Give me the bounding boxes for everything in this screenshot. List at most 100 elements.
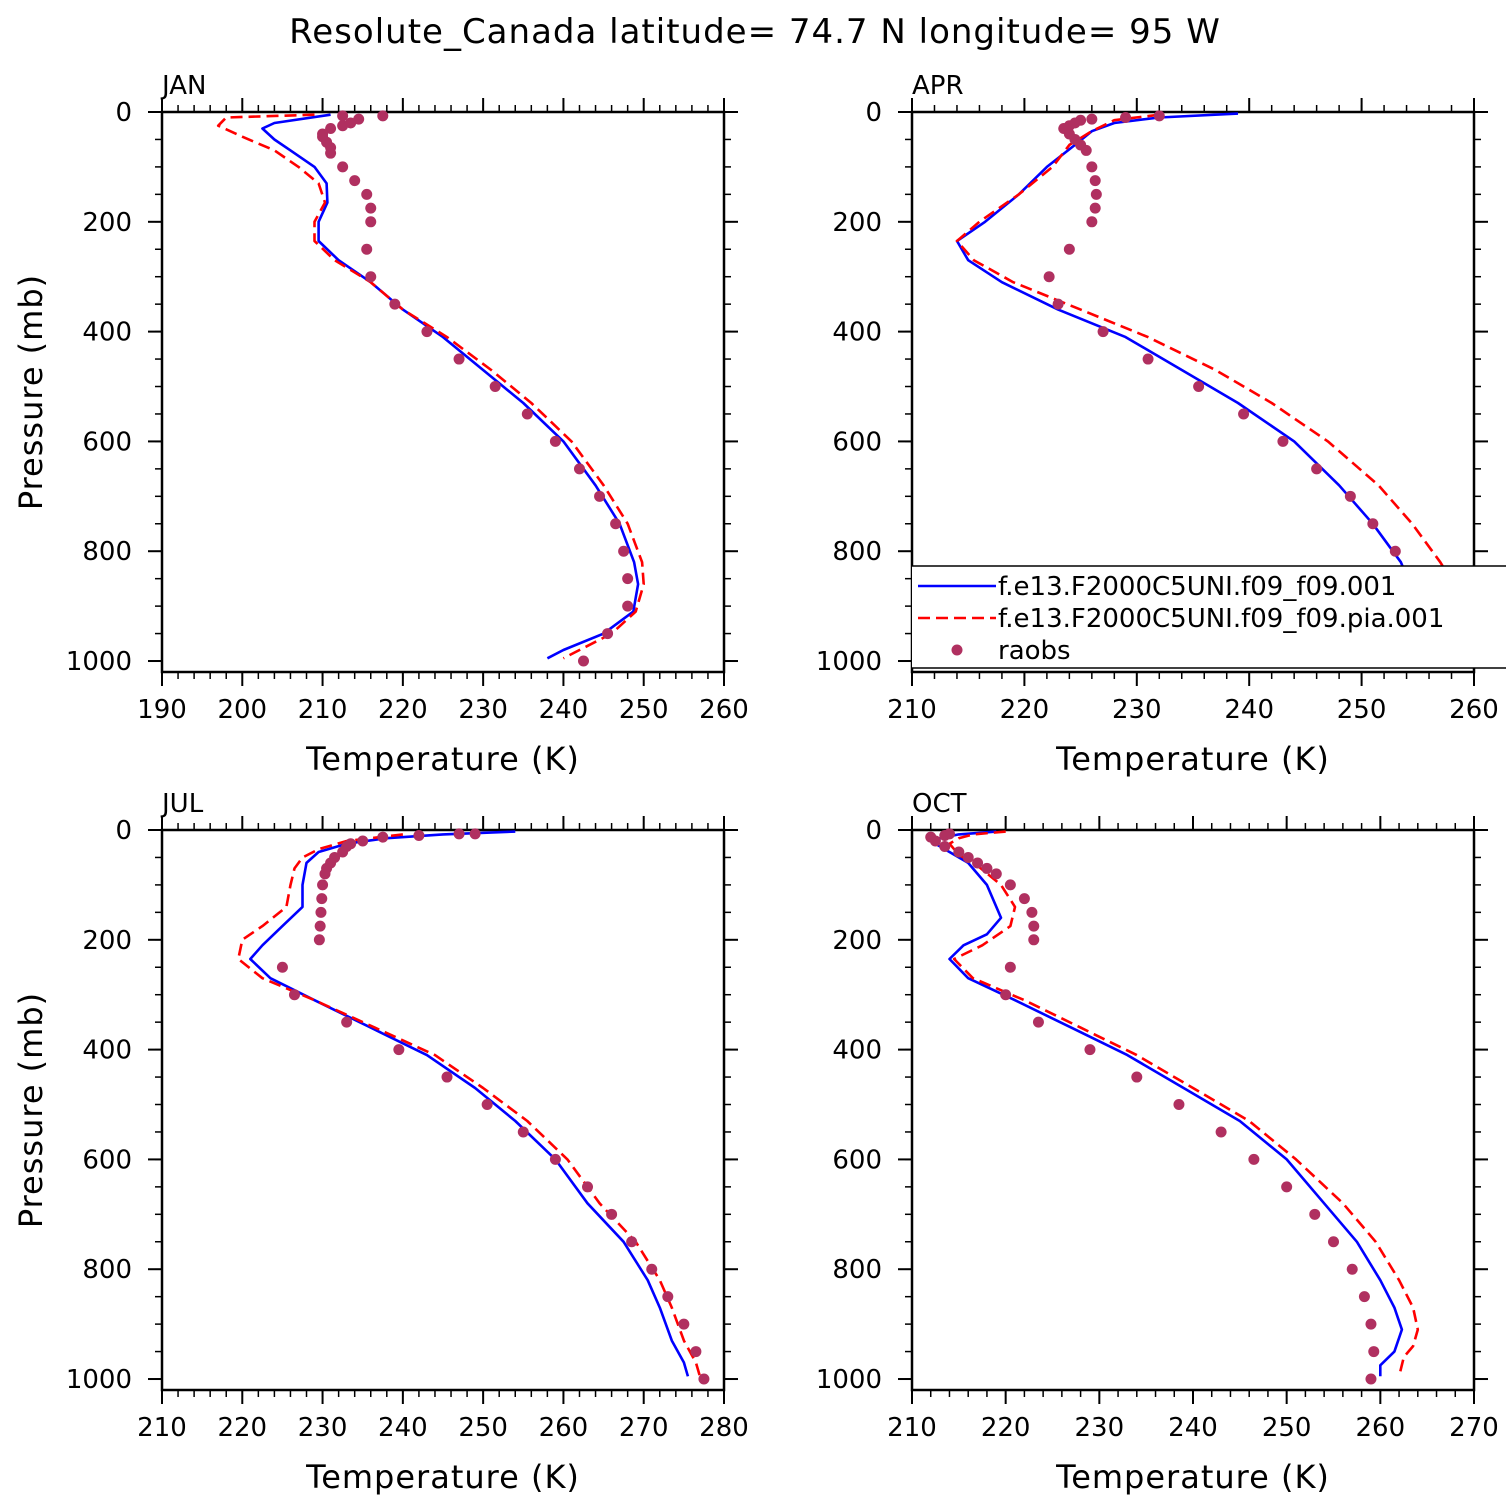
raobs-point xyxy=(626,1236,638,1248)
panel-label: APR xyxy=(912,71,964,101)
raobs-point xyxy=(1173,1099,1185,1111)
raobs-point xyxy=(578,655,589,667)
x-tick-label: 230 xyxy=(1112,695,1162,725)
legend-label: f.e13.F2000C5UNI.f09_f09.pia.001 xyxy=(998,604,1444,634)
plot-frame xyxy=(160,828,726,1392)
raobs-point xyxy=(981,862,993,874)
raobs-point xyxy=(1028,920,1040,932)
raobs-point xyxy=(1063,243,1075,255)
raobs-point xyxy=(1142,353,1154,365)
raobs-point xyxy=(962,851,974,863)
raobs-point xyxy=(622,573,634,585)
y-axis-label: Pressure (mb) xyxy=(12,992,50,1228)
series-line-model-pia xyxy=(237,833,702,1377)
raobs-point xyxy=(1365,1318,1377,1330)
raobs-point xyxy=(606,1208,618,1220)
raobs-point xyxy=(421,326,433,338)
raobs-point xyxy=(698,1373,710,1385)
series-line-model-pia xyxy=(216,113,645,660)
raobs-point xyxy=(453,828,465,840)
raobs-point xyxy=(929,835,941,847)
raobs-point xyxy=(1084,1044,1096,1056)
raobs-point xyxy=(441,1071,453,1083)
figure-title: Resolute_Canada latitude= 74.7 N longitu… xyxy=(289,12,1221,52)
raobs-point xyxy=(1004,879,1016,891)
x-tick-label: 220 xyxy=(981,1413,1031,1443)
raobs-point xyxy=(469,828,481,840)
raobs-point xyxy=(314,920,326,932)
raobs-point xyxy=(1367,518,1379,530)
series-line-model-001 xyxy=(261,113,640,660)
raobs-point xyxy=(1311,463,1323,475)
raobs-point xyxy=(1032,1016,1044,1028)
raobs-point xyxy=(1028,934,1040,946)
raobs-point xyxy=(521,408,533,420)
raobs-point xyxy=(1120,111,1132,123)
x-tick-label: 240 xyxy=(1168,1413,1218,1443)
y-tick-label: 800 xyxy=(82,1255,132,1285)
y-tick-label: 400 xyxy=(82,1036,132,1066)
raobs-point xyxy=(618,545,630,557)
raobs-point xyxy=(1346,1263,1358,1275)
x-tick-label: 250 xyxy=(619,695,669,725)
x-tick-label: 280 xyxy=(699,1413,749,1443)
raobs-point xyxy=(453,353,465,365)
y-tick-label: 0 xyxy=(865,98,882,128)
series-line-model-001 xyxy=(934,830,1404,1377)
x-tick-label: 210 xyxy=(298,695,348,725)
raobs-point xyxy=(1097,326,1109,338)
raobs-point xyxy=(1193,381,1205,393)
raobs-point xyxy=(317,879,329,891)
raobs-point xyxy=(1358,1291,1370,1303)
x-tick-label: 270 xyxy=(1449,1413,1499,1443)
x-tick-label: 220 xyxy=(217,1413,267,1443)
raobs-point xyxy=(1089,202,1101,214)
raobs-point xyxy=(1086,161,1098,173)
raobs-point xyxy=(622,600,634,612)
raobs-point xyxy=(357,835,369,847)
raobs-point xyxy=(646,1263,658,1275)
y-tick-label: 0 xyxy=(865,816,882,846)
x-tick-label: 220 xyxy=(1000,695,1050,725)
raobs-point xyxy=(288,989,300,1001)
x-tick-label: 230 xyxy=(298,1413,348,1443)
x-tick-label: 230 xyxy=(458,695,508,725)
x-tick-label: 240 xyxy=(1224,695,1274,725)
raobs-point xyxy=(939,840,951,852)
raobs-point xyxy=(337,161,349,173)
panel-jul: 210 220 230 240 250 260 270 280 0 200 400 600 800 100… xyxy=(12,789,749,1496)
legend: f.e13.F2000C5UNI.f09_f09.001f.e13.F2000C… xyxy=(912,565,1506,669)
raobs-point xyxy=(972,857,984,869)
raobs-point xyxy=(549,435,561,447)
raobs-point xyxy=(953,846,965,858)
panel-label: JUL xyxy=(160,789,204,819)
raobs-point xyxy=(313,934,325,946)
y-tick-label: 200 xyxy=(832,926,882,956)
panel-oct: 210 220 230 240 250 260 270 0 200 400 600 800 1000 OC… xyxy=(816,789,1499,1496)
raobs-point xyxy=(393,1044,405,1056)
x-axis-label: Temperature (K) xyxy=(305,1458,580,1496)
y-tick-label: 600 xyxy=(832,1145,882,1175)
raobs-point xyxy=(1000,989,1012,1001)
y-tick-label: 400 xyxy=(832,1036,882,1066)
x-tick-label: 250 xyxy=(1262,1413,1312,1443)
raobs-point xyxy=(582,1181,594,1193)
x-tick-label: 250 xyxy=(1337,695,1387,725)
raobs-point xyxy=(481,1099,493,1111)
series-line-model-001 xyxy=(249,830,690,1377)
raobs-point xyxy=(325,122,337,134)
x-tick-label: 240 xyxy=(378,1413,428,1443)
raobs-point xyxy=(365,202,377,214)
x-axis-label: Temperature (K) xyxy=(305,740,580,778)
raobs-point xyxy=(1344,490,1356,502)
legend-background xyxy=(912,566,1506,668)
x-tick-label: 210 xyxy=(887,695,937,725)
raobs-point xyxy=(337,120,349,132)
x-tick-label: 260 xyxy=(699,695,749,725)
legend-label: f.e13.F2000C5UNI.f09_f09.001 xyxy=(998,572,1396,602)
y-tick-label: 1000 xyxy=(816,1365,882,1395)
raobs-point xyxy=(1309,1208,1321,1220)
x-tick-label: 230 xyxy=(1075,1413,1125,1443)
raobs-point xyxy=(325,147,337,159)
